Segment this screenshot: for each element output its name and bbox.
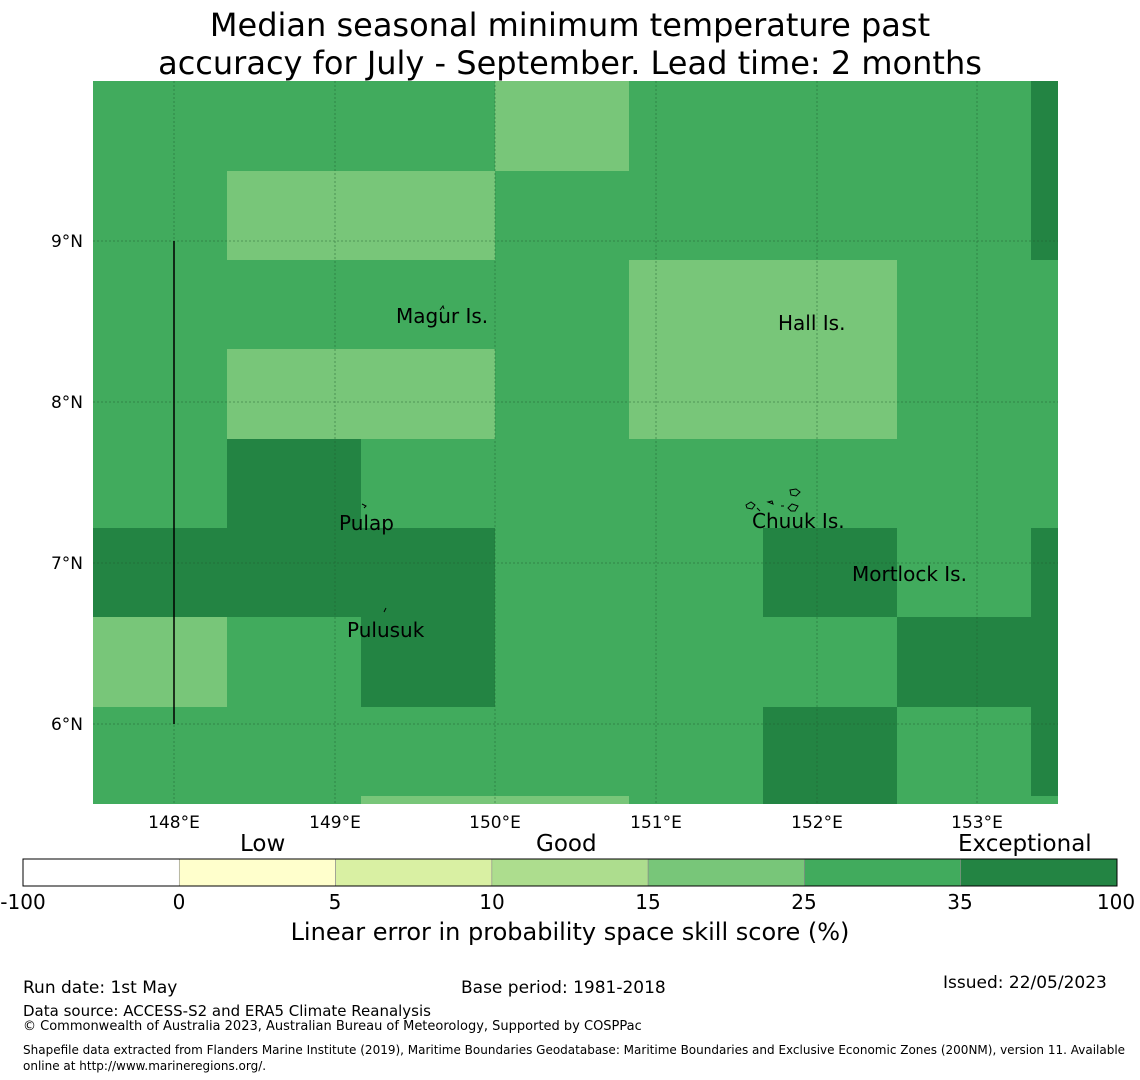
colorbar-segment	[804, 858, 962, 887]
gridlines	[93, 81, 1058, 804]
x-tick: 149°E	[309, 813, 361, 830]
colorbar-category-good: Good	[536, 831, 597, 857]
grid-cell	[763, 528, 897, 617]
colorbar	[22, 858, 1118, 887]
y-tick-labels: 9°N 8°N 7°N 6°N	[51, 232, 83, 735]
grid-cell	[495, 81, 629, 171]
colorbar-tick: 25	[791, 890, 817, 914]
map-title: Median seasonal minimum temperature past…	[0, 6, 1140, 82]
y-tick: 7°N	[51, 554, 83, 574]
grid-cell	[1031, 528, 1058, 617]
map-title-line2: accuracy for July - September. Lead time…	[158, 44, 982, 82]
place-label-chuuk: Chuuk Is.	[752, 509, 845, 533]
island-outlines	[361, 304, 801, 613]
colorbar-category-exceptional: Exceptional	[958, 831, 1092, 857]
grid-cell	[629, 260, 897, 439]
shapefile-attribution: Shapefile data extracted from Flanders M…	[23, 1043, 1126, 1073]
place-label-pulusuk: Pulusuk	[347, 618, 425, 642]
colorbar-segment	[178, 858, 336, 887]
place-label-magur: Magur Is.	[396, 304, 488, 328]
colorbar-segment	[22, 858, 180, 887]
y-tick: 9°N	[51, 232, 83, 252]
x-tick: 153°E	[951, 813, 1003, 830]
grid-cell	[763, 707, 897, 804]
grid-cell	[897, 617, 1058, 707]
grid-cell	[93, 528, 495, 617]
colorbar-category-low: Low	[240, 831, 286, 857]
base-period: Base period: 1981-2018	[461, 978, 666, 998]
x-tick: 150°E	[469, 813, 521, 830]
colorbar-tick: 100	[1096, 890, 1136, 914]
colorbar-segment	[647, 858, 805, 887]
skill-grid	[93, 81, 1058, 804]
x-tick-labels: 148°E 149°E 150°E 151°E 152°E 153°E	[148, 813, 1003, 830]
grid-cell	[93, 617, 227, 707]
grid-cell	[227, 439, 361, 528]
grid-cell	[227, 171, 495, 260]
run-date: Run date: 1st May	[23, 978, 178, 998]
x-tick: 151°E	[630, 813, 682, 830]
y-tick: 8°N	[51, 393, 83, 413]
colorbar-segment	[960, 858, 1118, 887]
colorbar-tick: 0	[172, 890, 186, 914]
place-label-mortlock: Mortlock Is.	[852, 562, 967, 586]
map-title-line1: Median seasonal minimum temperature past	[209, 6, 931, 44]
colorbar-tick: 10	[479, 890, 505, 914]
grid-cell	[1031, 81, 1058, 260]
grid-cell	[361, 617, 495, 707]
colorbar-segment	[491, 858, 649, 887]
colorbar-label: Linear error in probability space skill …	[290, 918, 850, 946]
colorbar-segment	[335, 858, 493, 887]
colorbar-tick: 15	[635, 890, 661, 914]
issued-date: Issued: 22/05/2023	[943, 973, 1107, 993]
skill-map: 148°E 149°E 150°E 151°E 152°E 153°E 9°N …	[51, 81, 1058, 830]
y-tick: 6°N	[51, 715, 83, 735]
x-tick: 148°E	[148, 813, 200, 830]
place-labels: Magur Is. Hall Is. Pulap Chuuk Is. Mortl…	[339, 304, 967, 642]
place-label-pulap: Pulap	[339, 511, 394, 535]
place-label-hall: Hall Is.	[778, 311, 845, 335]
colorbar-tick: 35	[947, 890, 973, 914]
grid-cell	[227, 349, 495, 439]
data-source: Data source: ACCESS-S2 and ERA5 Climate …	[23, 1002, 431, 1020]
grid-cell	[361, 796, 629, 804]
grid-cell	[1031, 707, 1058, 796]
x-tick: 152°E	[791, 813, 843, 830]
colorbar-tick: 5	[328, 890, 342, 914]
colorbar-tick: -100	[0, 890, 46, 914]
copyright: © Commonwealth of Australia 2023, Austra…	[23, 1019, 642, 1034]
